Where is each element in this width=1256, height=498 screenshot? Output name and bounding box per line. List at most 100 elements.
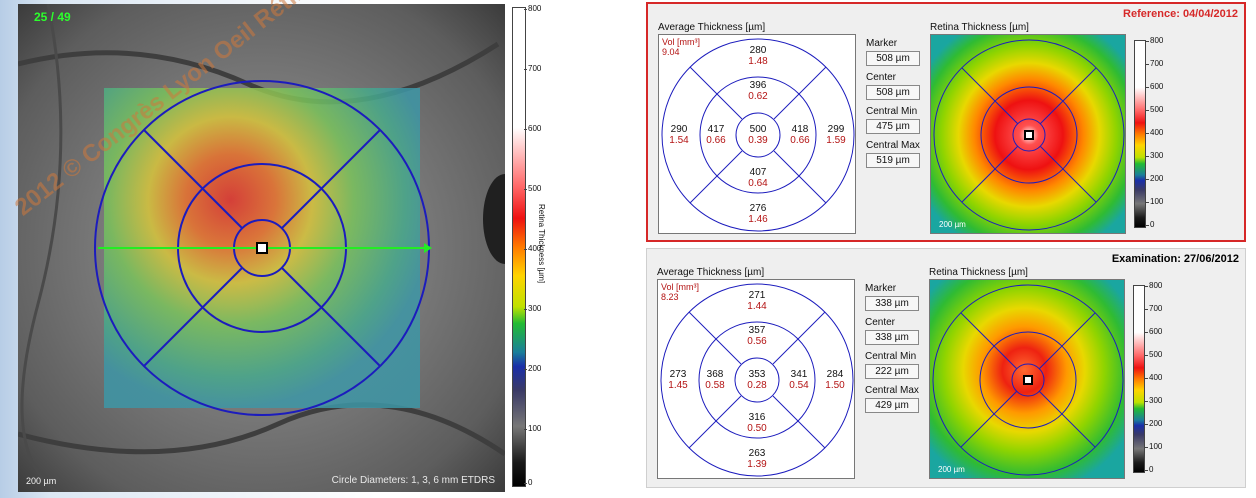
retina-thickness-label: Retina Thickness [µm]: [929, 267, 1028, 278]
fundus-overlay: [18, 4, 505, 492]
cell-outer-right: 299 1.59: [816, 124, 856, 146]
mini-scale-tick: 800: [1144, 281, 1163, 290]
color-scale-title: Retina Thickness [µm]: [537, 204, 546, 284]
scale-tick: 500: [523, 184, 542, 193]
thickness-color-scale: 800 700 600 500 400 300 200 100 0 Retina…: [508, 4, 554, 492]
mini-scale-tick: 400: [1145, 128, 1164, 137]
thickness-value: 417: [707, 124, 725, 135]
thickness-value: 357: [748, 325, 766, 336]
center-value-field: 338 µm: [865, 330, 919, 345]
mini-scale-tick: 700: [1145, 59, 1164, 68]
central-min-value-field: 475 µm: [866, 119, 920, 134]
retina-map-graphic: [930, 280, 1124, 478]
total-volume-value: 8.23: [661, 292, 679, 302]
volume-value: 0.50: [747, 423, 767, 434]
thickness-value: 263: [748, 448, 766, 459]
reference-title: Reference: 04/04/2012: [1123, 8, 1238, 20]
mini-scale-tick: 200: [1145, 174, 1164, 183]
retina-thickness-map[interactable]: 200 µm: [929, 279, 1125, 479]
volume-unit-label: Vol [mm³]: [662, 37, 701, 47]
cell-inner-left: 417 0.66: [696, 124, 736, 146]
retina-color-scale: 800 700 600 500 400 300 200 100 0: [1134, 34, 1174, 234]
mini-scale-tick: 500: [1145, 105, 1164, 114]
thickness-value: 368: [706, 369, 724, 380]
scale-tick: 600: [523, 124, 542, 133]
thickness-value: 500: [749, 124, 767, 135]
center-marker[interactable]: [256, 242, 268, 254]
mini-scale-tick: 100: [1145, 197, 1164, 206]
mini-scale-tick: 600: [1144, 327, 1163, 336]
mini-scale-tick: 300: [1145, 151, 1164, 160]
volume-value: 1.39: [747, 459, 767, 470]
mini-scale-tick: 100: [1144, 442, 1163, 451]
measurements-column: Marker 508 µm Center 508 µm Central Min …: [866, 38, 922, 174]
cell-outer-left: 273 1.45: [658, 369, 698, 391]
thickness-value: 290: [670, 124, 688, 135]
thickness-value: 407: [749, 167, 767, 178]
etdrs-grid-lines: [660, 283, 854, 477]
volume-value: 0.66: [706, 135, 726, 146]
marker-value-field: 338 µm: [865, 296, 919, 311]
etdrs-grid-lines: [661, 38, 855, 232]
marker-label: Marker: [866, 38, 898, 49]
volume-label: Vol [mm³] 9.04: [662, 37, 700, 57]
color-scale-bar: [512, 7, 526, 487]
volume-value: 0.62: [748, 91, 768, 102]
volume-value: 1.50: [825, 380, 845, 391]
thickness-value: 276: [749, 203, 767, 214]
total-volume-value: 9.04: [662, 47, 680, 57]
volume-value: 1.46: [748, 214, 768, 225]
examination-title: Examination: 27/06/2012: [1111, 253, 1239, 265]
volume-value: 1.45: [668, 380, 688, 391]
examination-panel: Examination: 27/06/2012 Average Thicknes…: [646, 248, 1246, 488]
slice-counter: 25 / 49: [34, 10, 71, 24]
cell-outer-right: 284 1.50: [815, 369, 855, 391]
reference-panel: Reference: 04/04/2012 Average Thickness …: [646, 2, 1246, 242]
mini-scale-tick: 0: [1145, 220, 1155, 229]
center-label: Center: [866, 72, 897, 83]
retina-thickness-label: Retina Thickness [µm]: [930, 22, 1029, 33]
retina-thickness-map[interactable]: 200 µm: [930, 34, 1126, 234]
thickness-value: 418: [791, 124, 809, 135]
volume-value: 0.39: [748, 135, 768, 146]
thickness-value: 280: [749, 45, 767, 56]
scale-tick: 700: [523, 64, 542, 73]
cell-outer-top: 280 1.48: [738, 45, 778, 67]
central-max-value-field: 429 µm: [865, 398, 919, 413]
cell-inner-top: 357 0.56: [737, 325, 777, 347]
mini-scale-tick: 0: [1144, 465, 1154, 474]
etdrs-thickness-grid: Vol [mm³] 9.04 280 1.48 396 0.62 290 1.54 4…: [658, 34, 856, 234]
volume-value: 0.28: [747, 380, 767, 391]
scale-tick: 800: [523, 4, 542, 13]
cell-center: 500 0.39: [738, 124, 778, 146]
mini-scale-tick: 800: [1145, 36, 1164, 45]
scale-tick: 400: [523, 244, 542, 253]
mini-color-bar: [1133, 285, 1145, 473]
retina-color-scale: 800 700 600 500 400 300 200 100 0: [1133, 279, 1173, 479]
cell-center: 353 0.28: [737, 369, 777, 391]
mini-scale-tick: 500: [1144, 350, 1163, 359]
scale-tick: 0: [523, 478, 533, 487]
thickness-value: 316: [748, 412, 766, 423]
central-min-value-field: 222 µm: [865, 364, 919, 379]
cell-inner-left: 368 0.58: [695, 369, 735, 391]
cell-inner-bottom: 316 0.50: [737, 412, 777, 434]
thickness-value: 271: [748, 290, 766, 301]
mini-scale-tick: 300: [1144, 396, 1163, 405]
cell-outer-bottom: 263 1.39: [737, 448, 777, 470]
cell-inner-right: 341 0.54: [779, 369, 819, 391]
central-max-label: Central Max: [865, 385, 919, 396]
average-thickness-label: Average Thickness [µm]: [657, 267, 765, 278]
average-thickness-label: Average Thickness [µm]: [658, 22, 766, 33]
volume-value: 0.54: [789, 380, 809, 391]
scale-tick: 100: [523, 424, 542, 433]
fundus-image-panel[interactable]: 25 / 49 200 µm Circle Diameters: 1, 3, 6…: [18, 4, 505, 492]
thickness-value: 396: [749, 80, 767, 91]
circle-diameters-note: Circle Diameters: 1, 3, 6 mm ETDRS: [331, 475, 495, 486]
volume-value: 1.48: [748, 56, 768, 67]
volume-value: 0.58: [705, 380, 725, 391]
volume-value: 0.64: [748, 178, 768, 189]
cell-inner-bottom: 407 0.64: [738, 167, 778, 189]
retina-scale-bar-label: 200 µm: [939, 220, 966, 229]
volume-value: 1.54: [669, 135, 689, 146]
